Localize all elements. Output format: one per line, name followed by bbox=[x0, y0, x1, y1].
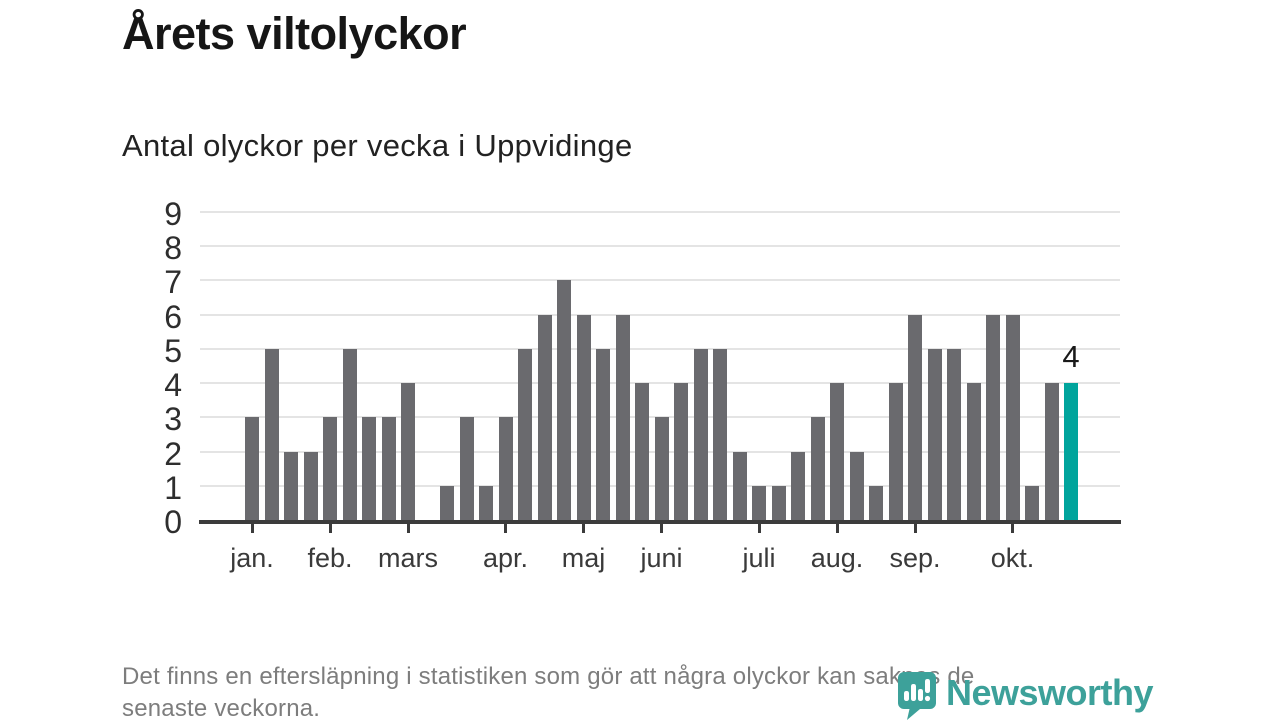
x-tick-juli bbox=[757, 524, 761, 533]
bar-week-3 bbox=[284, 451, 298, 520]
bar-week-30 bbox=[810, 417, 825, 520]
x-axis-label-aug: aug. bbox=[810, 543, 864, 573]
y-axis-label-8: 8 bbox=[164, 230, 182, 267]
x-axis-label-mars: mars bbox=[378, 543, 438, 573]
x-axis-label-apr: apr. bbox=[482, 543, 529, 573]
y-axis-label-6: 6 bbox=[164, 298, 182, 335]
bar-week-22 bbox=[654, 417, 669, 520]
y-axis-label-0: 0 bbox=[164, 504, 182, 540]
bar-week-28 bbox=[771, 485, 786, 520]
bar-week-40 bbox=[1005, 314, 1020, 520]
bar-week-2 bbox=[264, 348, 279, 520]
x-tick-feb bbox=[328, 524, 332, 533]
x-axis-label-okt: okt. bbox=[990, 543, 1035, 573]
bar-week-7 bbox=[362, 417, 376, 520]
x-tick-apr bbox=[504, 524, 507, 533]
newsworthy-logo-icon bbox=[896, 671, 937, 720]
chart-subtitle: Antal olyckor per vecka i Uppvidinge bbox=[122, 128, 633, 163]
bar-week-18 bbox=[576, 314, 591, 520]
bar-week-21 bbox=[635, 383, 649, 520]
bar-week-37 bbox=[947, 348, 961, 520]
bar-week-13 bbox=[479, 485, 493, 520]
bar-week-39 bbox=[986, 314, 1000, 520]
x-tick-mars bbox=[406, 524, 410, 533]
footnote: Det finns en eftersläpning i statistiken… bbox=[122, 661, 974, 720]
gridline-4 bbox=[200, 382, 1120, 385]
last-bar-value-label: 4 bbox=[1062, 339, 1080, 374]
newsworthy-logo-text: Newsworthy bbox=[946, 672, 1154, 713]
x-tick-juni bbox=[660, 524, 663, 533]
bar-week-26 bbox=[732, 451, 747, 520]
footnote-line-2: senaste veckorna. bbox=[122, 694, 321, 720]
bar-week-38 bbox=[966, 383, 981, 520]
bar-week-43 bbox=[1064, 383, 1078, 520]
bar-week-41 bbox=[1025, 485, 1039, 520]
x-axis-label-juni: juni bbox=[640, 543, 683, 573]
bar-week-25 bbox=[713, 348, 727, 520]
bar-week-9 bbox=[401, 383, 415, 520]
bar-week-24 bbox=[693, 348, 708, 520]
y-axis-label-2: 2 bbox=[164, 435, 182, 472]
newsworthy-logo: Newsworthy bbox=[896, 671, 1154, 720]
bar-week-12 bbox=[459, 417, 474, 520]
bar-week-5 bbox=[323, 417, 337, 520]
footnote-line-1: Det finns en eftersläpning i statistiken… bbox=[122, 663, 975, 690]
gridline-9 bbox=[200, 211, 1120, 213]
bar-week-19 bbox=[596, 348, 610, 520]
y-axis-label-1: 1 bbox=[164, 469, 182, 506]
y-axis-label-4: 4 bbox=[164, 367, 182, 404]
x-tick-maj bbox=[582, 524, 585, 533]
page-title: Årets viltolyckor bbox=[122, 8, 467, 59]
bar-chart: 0 1 2 3 4 5 6 7 8 9 jan. feb. mars apr. maj juni juli aug… bbox=[164, 196, 1121, 573]
x-axis-label-feb: feb. bbox=[307, 543, 353, 573]
bar-week-32 bbox=[849, 451, 864, 520]
bar-week-23 bbox=[674, 383, 688, 520]
gridline-6 bbox=[200, 313, 1120, 316]
bar-week-6 bbox=[342, 348, 357, 520]
bar-week-42 bbox=[1044, 383, 1059, 520]
bar-week-14 bbox=[498, 417, 513, 520]
y-axis-label-5: 5 bbox=[164, 332, 182, 369]
bar-week-11 bbox=[440, 485, 454, 520]
bar-week-15 bbox=[518, 348, 532, 520]
bar-week-27 bbox=[752, 485, 766, 520]
bar-week-17 bbox=[557, 280, 571, 520]
gridline-5 bbox=[200, 347, 1120, 350]
bar-week-33 bbox=[869, 485, 883, 520]
bar-week-36 bbox=[927, 348, 942, 520]
bar-week-34 bbox=[888, 383, 903, 520]
x-axis-label-maj: maj bbox=[561, 543, 606, 573]
gridline-7 bbox=[200, 279, 1120, 282]
x-tick-aug bbox=[835, 524, 839, 533]
bar-week-4 bbox=[303, 451, 318, 520]
bar-week-31 bbox=[830, 383, 844, 520]
x-axis-line bbox=[199, 520, 1121, 524]
bar-week-8 bbox=[381, 417, 396, 520]
gridline-8 bbox=[200, 245, 1120, 248]
x-tick-sep bbox=[913, 524, 917, 533]
bar-week-35 bbox=[908, 314, 922, 520]
bar-week-16 bbox=[537, 314, 552, 520]
x-axis-label-sep: sep. bbox=[889, 543, 941, 573]
y-axis-label-7: 7 bbox=[164, 264, 182, 301]
x-axis-label-juli: juli bbox=[742, 543, 776, 573]
bar-week-1 bbox=[245, 417, 259, 520]
y-axis-label-3: 3 bbox=[164, 401, 182, 438]
y-axis-label-9: 9 bbox=[164, 196, 182, 232]
x-tick-jan bbox=[250, 524, 254, 533]
bar-week-20 bbox=[615, 314, 630, 520]
bar-week-29 bbox=[791, 451, 805, 520]
x-tick-okt bbox=[1011, 524, 1014, 533]
x-axis-label-jan: jan. bbox=[230, 543, 274, 573]
